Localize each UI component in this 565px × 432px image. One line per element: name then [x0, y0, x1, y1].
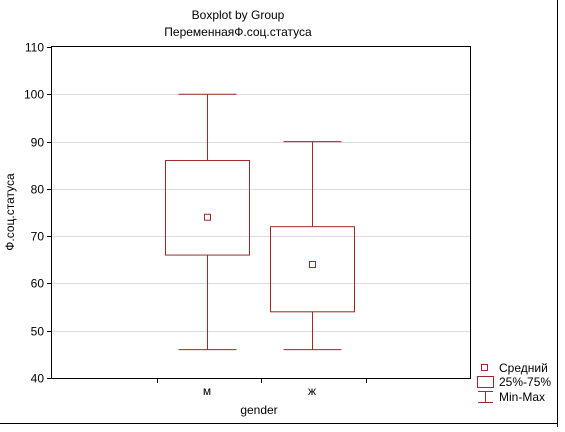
x-tick-label: ж — [308, 384, 316, 398]
iqr-box — [165, 159, 250, 256]
box-group-1 — [165, 93, 250, 351]
x-axis-label: gender — [240, 403, 277, 417]
x-tick-label: м — [203, 384, 211, 398]
mean-marker — [204, 213, 211, 221]
legend-range-symbol — [478, 391, 493, 403]
plot-frame — [51, 46, 471, 379]
y-axis-ticks: 40 50 60 70 80 90 100 110 — [24, 41, 52, 386]
y-tick-label: 90 — [31, 136, 45, 150]
legend-mean-symbol — [481, 364, 488, 371]
legend: Средний 25%-75% Min-Max — [477, 361, 551, 404]
y-tick-label: 110 — [25, 41, 44, 55]
legend-mean-label: Средний — [499, 361, 548, 375]
box-series — [165, 93, 355, 351]
chart-subtitle: ПеременнаяФ.соц.статуса — [164, 25, 312, 39]
y-tick-label: 40 — [31, 372, 45, 386]
y-tick-label: 50 — [31, 325, 45, 339]
legend-box-label: 25%-75% — [499, 375, 551, 389]
chart-title: Boxplot by Group — [192, 8, 285, 22]
grid-lines — [52, 94, 470, 332]
mean-marker — [309, 261, 316, 269]
y-axis-label: Ф.соц.статуса — [3, 173, 17, 251]
y-tick-label: 70 — [31, 230, 45, 244]
legend-range-label: Min-Max — [499, 390, 545, 404]
y-tick-label: 60 — [31, 277, 45, 291]
legend-box-symbol — [477, 376, 494, 388]
y-tick-label: 80 — [31, 183, 45, 197]
iqr-box — [270, 226, 355, 313]
y-tick-label: 100 — [24, 88, 44, 102]
box-group-2 — [270, 141, 355, 351]
